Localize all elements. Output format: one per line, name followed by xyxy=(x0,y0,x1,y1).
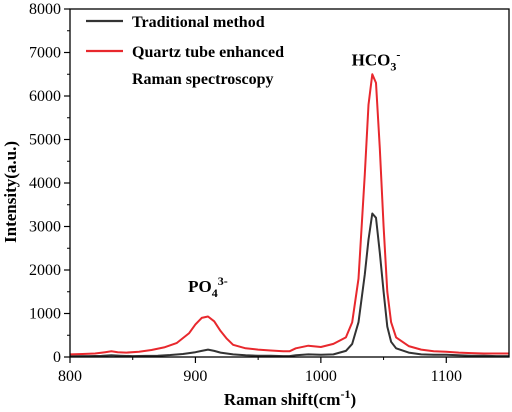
axes: 800 900 1000 1100 0 1000 2000 3000 4000 5000 6000 7… xyxy=(29,1,510,385)
x-axis-title-main: Raman shift(cm xyxy=(224,390,341,409)
x-tick-label: 800 xyxy=(58,368,82,385)
annotation-phosphate: PO43- xyxy=(188,274,228,300)
legend-label-quartz: Quartz tube enhanced xyxy=(132,44,284,61)
annotation-sub: 4 xyxy=(212,286,218,300)
legend-label-traditional: Traditional method xyxy=(132,14,265,31)
plot-frame xyxy=(69,8,510,358)
annotation-base: PO xyxy=(188,277,212,296)
y-tick-label: 8000 xyxy=(29,1,61,18)
annotation-bicarbonate: HCO3- xyxy=(352,48,401,74)
y-tick-label: 0 xyxy=(53,349,61,366)
annotation-sup: - xyxy=(396,48,400,62)
y-tick-label: 6000 xyxy=(29,88,61,105)
series-line-quartz xyxy=(69,73,509,356)
y-axis-title: Intensity(a.u.) xyxy=(1,141,20,243)
x-axis-title-end: ) xyxy=(350,390,356,409)
legend-label-quartz-line2: Raman spectroscopy xyxy=(132,71,273,88)
annotation-sup: 3- xyxy=(218,274,228,288)
y-tick-label: 4000 xyxy=(29,175,61,192)
legend: Traditional method Quartz tube enhanced … xyxy=(86,14,284,88)
y-tick-label: 1000 xyxy=(29,306,61,323)
x-tick-label: 1100 xyxy=(431,368,462,385)
x-tick-label: 900 xyxy=(183,368,207,385)
annotations: PO43-HCO3- xyxy=(188,48,400,300)
annotation-sub: 3 xyxy=(390,60,396,74)
y-tick-label: 3000 xyxy=(29,219,61,236)
annotation-base: HCO xyxy=(352,51,391,70)
y-tick-label: 5000 xyxy=(29,132,61,149)
x-axis-title: Raman shift(cm-1) xyxy=(224,387,356,409)
x-tick-label: 1000 xyxy=(305,368,337,385)
series-line-traditional xyxy=(70,212,509,358)
x-axis-title-sup: -1 xyxy=(340,387,350,401)
y-tick-label: 2000 xyxy=(29,262,61,279)
plot-area xyxy=(69,73,509,358)
y-tick-label: 7000 xyxy=(29,45,61,62)
